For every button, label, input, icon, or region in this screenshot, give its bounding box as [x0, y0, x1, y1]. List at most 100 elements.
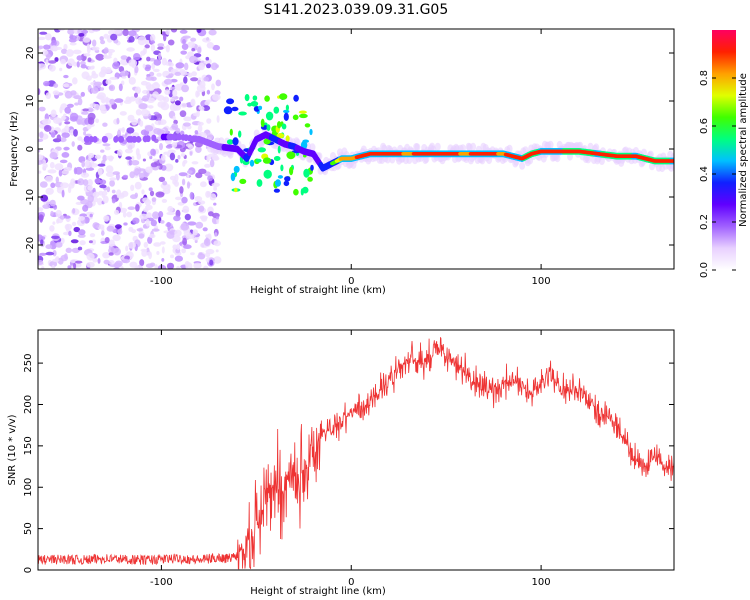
spectrogram-cell — [39, 131, 44, 139]
spectrogram-cell — [273, 106, 280, 114]
spectrogram-cell — [187, 144, 194, 149]
spectrogram-cell — [83, 53, 91, 57]
spectrogram-cell — [406, 156, 413, 164]
spectrogram-cell — [72, 208, 76, 214]
spectrogram-cell — [172, 235, 181, 243]
spectrogram-cell — [92, 46, 100, 51]
spectrogram-cell — [289, 166, 294, 176]
spectrogram-cell — [82, 204, 89, 212]
spectrogram-cell — [213, 202, 217, 206]
spectrogram-cell — [81, 160, 85, 168]
spectrogram-cell — [175, 159, 179, 163]
spectrogram-cell — [71, 221, 77, 227]
y-tick-label: 0 — [25, 146, 36, 152]
spectrogram-cell — [160, 182, 169, 190]
spectrogram-cell — [111, 189, 116, 194]
spectrogram-cell — [51, 39, 57, 47]
spectrogram-cell — [106, 225, 115, 232]
spectrogram-cell — [104, 146, 111, 151]
spectrogram-cell — [50, 210, 54, 216]
spectrogram-cell — [40, 239, 44, 245]
spectrogram-cell — [215, 216, 220, 220]
spectrogram-cell — [124, 255, 130, 260]
spectrogram-cell — [180, 102, 187, 108]
spectrogram-cell — [64, 121, 71, 125]
spectrogram-cell — [89, 213, 93, 218]
spectrogram-cell — [203, 60, 210, 64]
spectrogram-cell — [45, 187, 54, 195]
spectrogram-cell — [298, 110, 307, 114]
spectrogram-cell — [114, 224, 122, 229]
spectrogram-cell — [72, 77, 78, 85]
snr-panel: -100 0 100 0 50 100 150 200 250 Height of straigh… — [7, 329, 675, 597]
spectrogram-cell — [193, 262, 202, 269]
spectrogram-cell — [88, 152, 95, 159]
spectrogram-cell — [180, 50, 187, 55]
spectrogram-cell — [273, 188, 280, 193]
spectrogram-cell — [87, 185, 93, 191]
spectrogram-cell — [109, 76, 118, 80]
spectrogram-cell — [103, 259, 110, 265]
spectrogram-cell — [81, 111, 89, 115]
spectrogram-cell — [203, 265, 209, 269]
spectrogram-cell — [159, 241, 166, 245]
spectrogram-cell — [69, 112, 79, 121]
spectrogram-cell — [116, 117, 120, 125]
spectrogram-cell — [102, 136, 108, 143]
spectrogram-cell — [50, 109, 57, 118]
spectrogram-cell — [205, 234, 211, 238]
spectrogram-cell — [177, 155, 181, 160]
spectrogram-cell — [136, 153, 141, 160]
spectrogram-cell — [190, 99, 194, 106]
spectrogram-cell — [51, 264, 56, 269]
x-tick-label: -100 — [150, 577, 173, 588]
spectrogram-cell — [300, 188, 304, 196]
spectrogram-cell — [218, 137, 225, 146]
spectrogram-cell — [206, 42, 214, 49]
spectrogram-cell — [307, 176, 313, 182]
spectrogram-cell — [121, 127, 126, 133]
spectrogram-cell — [69, 42, 77, 46]
spectrogram-cell — [134, 192, 138, 198]
snr-series-line — [38, 337, 674, 570]
spectrogram-cell — [214, 232, 218, 237]
spectrogram-cell — [93, 103, 100, 111]
spectrogram-cell — [151, 197, 157, 203]
spectrogram-cell — [156, 251, 160, 255]
spectrogram-cell — [134, 181, 142, 190]
spectrogram-cell — [384, 155, 391, 164]
spectrogram-cell — [285, 104, 289, 111]
spectrogram-cell — [153, 111, 160, 115]
spectrogram-cell — [125, 156, 132, 160]
spectrogram-cell — [80, 61, 86, 66]
colorbar-label: Normalized spectral amplitude — [738, 73, 749, 227]
spectrogram-cell — [231, 106, 239, 112]
spectrogram-cell — [150, 162, 158, 168]
spectrogram-cell — [196, 91, 200, 97]
spectrogram-cell — [80, 64, 87, 69]
spectrogram-cell — [76, 118, 82, 125]
spectrogram-cell — [125, 245, 129, 252]
spectrogram-cell — [77, 144, 83, 151]
spectrogram-cell — [129, 261, 138, 268]
spectrogram-cell — [66, 103, 74, 108]
colorbar-tick-label: 0.8 — [699, 70, 710, 86]
spectrogram-cell — [165, 144, 173, 149]
spectrogram-cell — [145, 135, 151, 143]
spectrogram-cell — [151, 134, 157, 142]
spectrogram-cell — [136, 136, 142, 143]
spectrogram-cell — [279, 93, 288, 100]
spectrogram-cell — [205, 56, 210, 61]
spectrogram-cell — [190, 252, 195, 256]
spectrogram-cell — [211, 83, 215, 91]
spectrogram-cell — [184, 213, 191, 221]
spectrogram-cell — [148, 187, 153, 192]
spectrogram-cell — [50, 132, 56, 138]
spectrogram-cell — [198, 168, 207, 174]
spectrogram-cell — [266, 124, 271, 131]
spectrogram-cell — [131, 229, 137, 234]
spectrogram-cell — [182, 205, 190, 214]
spectrogram-cell — [67, 29, 75, 35]
spectrogram-cell — [103, 33, 109, 39]
spectrogram-cell — [183, 244, 192, 249]
